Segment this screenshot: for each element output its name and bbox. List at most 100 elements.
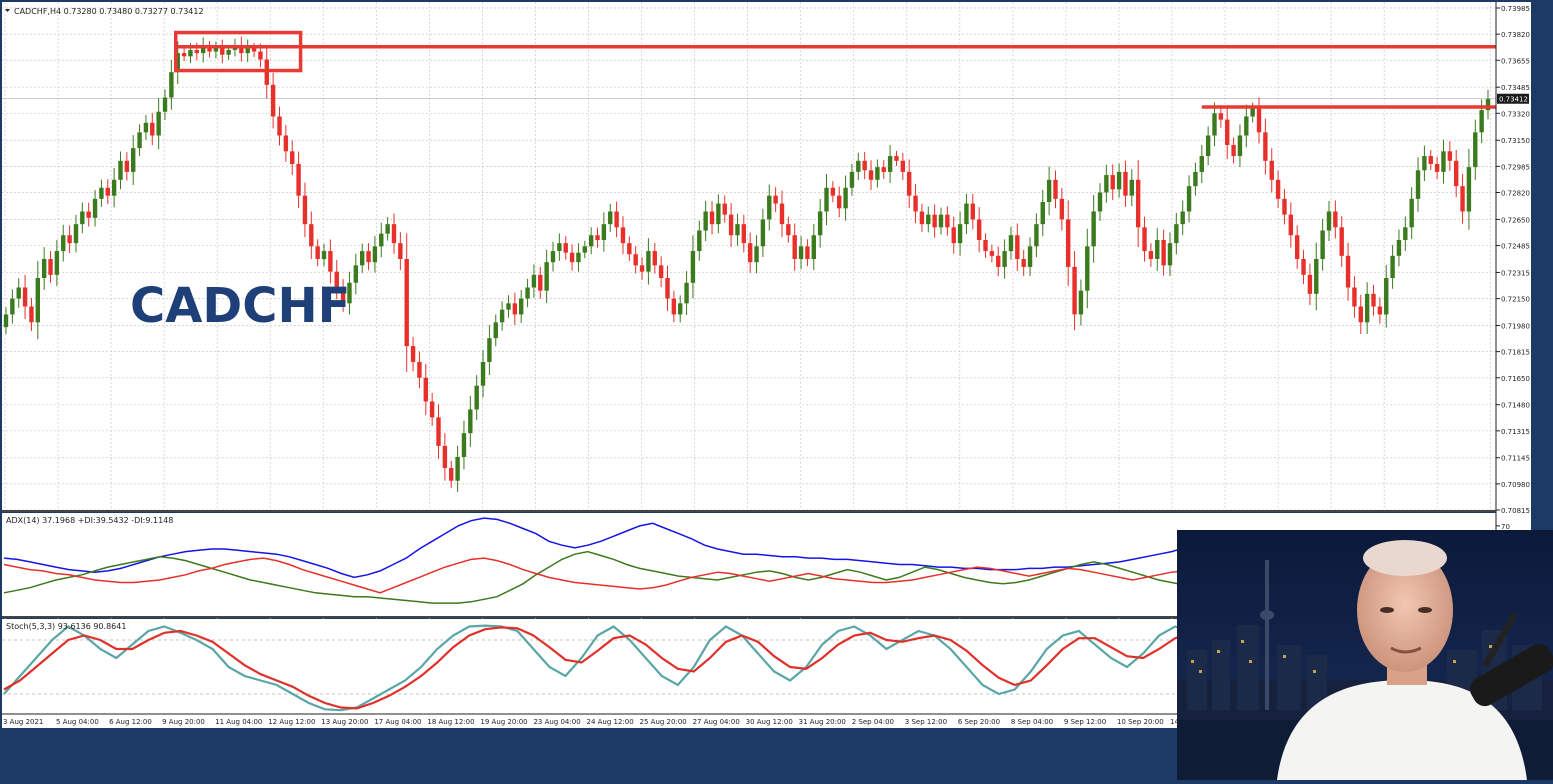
candle-bull <box>964 203 969 225</box>
candle-bull <box>347 282 352 304</box>
candle-bull <box>461 433 467 457</box>
annotations-front <box>173 30 1496 109</box>
candle-bull <box>499 309 505 323</box>
candle-bear <box>1377 306 1383 315</box>
adx-title: ADX(14) 37.1968 +DI:39.5432 -DI:9.1148 <box>6 516 173 525</box>
candle-bull <box>938 214 944 228</box>
candle-bear <box>894 156 899 161</box>
candle-bull <box>1466 167 1472 212</box>
candle-bull <box>73 224 79 244</box>
price-tag: 0.73412 <box>1499 96 1528 104</box>
candle-bear <box>270 84 276 117</box>
candle-bull <box>162 97 168 112</box>
candle-bear <box>436 417 441 446</box>
candle-bear <box>1275 179 1281 199</box>
candle-bull <box>703 211 708 231</box>
candle-bear <box>932 214 937 228</box>
candle-bull <box>760 219 766 247</box>
candle-bull <box>1205 135 1211 157</box>
candle-bear <box>1294 235 1300 259</box>
candle-bear <box>792 235 797 259</box>
symbol-menu-icon[interactable] <box>5 9 10 12</box>
candle-bear <box>315 246 320 259</box>
candle-bear <box>779 203 785 225</box>
candle-bear <box>1282 198 1287 215</box>
candle-bull <box>188 49 193 57</box>
candle-bear <box>830 187 836 196</box>
candle-bear <box>983 239 988 252</box>
candle-bull <box>359 251 365 266</box>
candle-bull <box>1186 186 1192 212</box>
x-tick-label: 2 Sep 04:00 <box>852 718 894 726</box>
candle-bull <box>601 224 607 240</box>
webcam-image <box>1177 530 1553 780</box>
candle-bear <box>290 151 295 164</box>
candle-bear <box>1231 144 1236 157</box>
candle-bull <box>1002 251 1007 267</box>
candle-bear <box>410 346 416 362</box>
candle-bear <box>1345 255 1351 288</box>
time-axis-bg[interactable] <box>2 714 1531 728</box>
candle-bear <box>150 122 155 136</box>
candle-bull <box>111 179 117 196</box>
candle-bear <box>1307 274 1313 294</box>
candle-bear <box>1269 160 1274 180</box>
presenter-icon <box>1277 540 1527 780</box>
candle-bear <box>251 48 257 52</box>
candle-bull <box>531 274 537 288</box>
candle-bear <box>207 46 212 52</box>
candle-bull <box>1314 259 1319 294</box>
y-tick-label: 0.73820 <box>1501 31 1530 39</box>
candle-bull <box>1097 192 1103 212</box>
candle-bear <box>945 214 950 228</box>
candle-bull <box>35 278 41 323</box>
candle-bull <box>506 303 511 310</box>
candle-bull <box>1008 235 1014 252</box>
candle-bull <box>1390 255 1395 279</box>
candle-bull <box>372 246 378 263</box>
x-tick-label: 11 Aug 04:00 <box>215 718 262 726</box>
candle-bull <box>767 195 772 220</box>
candle-bear <box>1339 227 1344 256</box>
y-tick-label: 0.71480 <box>1501 402 1530 410</box>
candle-bear <box>881 167 886 172</box>
candle-bull <box>849 171 855 188</box>
candle-bear <box>1256 108 1262 133</box>
candle-bear <box>1110 175 1115 190</box>
candle-bull <box>200 46 206 54</box>
candle-bull <box>811 235 816 259</box>
candle-bull <box>1409 198 1414 228</box>
candle-bull <box>697 230 702 252</box>
symbol-info: CADCHF,H4 0.73280 0.73480 0.73277 0.7341… <box>14 7 204 16</box>
candle-bull <box>519 298 524 315</box>
candle-bull <box>1473 132 1478 168</box>
candle-bull <box>817 211 823 236</box>
overlay-label: CADCHF <box>130 278 350 334</box>
candle-bear <box>747 243 753 263</box>
candle-bull <box>1364 293 1370 323</box>
x-tick-label: 17 Aug 04:00 <box>374 718 421 726</box>
candle-bull <box>41 259 47 279</box>
candle-bear <box>302 195 308 225</box>
candle-bull <box>213 48 219 52</box>
y-tick-label: 0.73655 <box>1501 57 1530 65</box>
candle-bull <box>1244 116 1249 136</box>
y-tick-label: 0.73985 <box>1501 5 1530 13</box>
candle-bear <box>1428 156 1433 164</box>
candle-bull <box>3 314 9 328</box>
candle-bear <box>652 251 657 266</box>
adx-tick-label: 70 <box>1501 523 1510 531</box>
candle-bull <box>1078 290 1084 315</box>
microphone-icon <box>1469 612 1553 707</box>
candle-bull <box>1212 113 1217 136</box>
candle-bear <box>741 224 747 244</box>
candle-bear <box>48 259 53 275</box>
candle-bull <box>1046 179 1052 202</box>
candle-bear <box>728 214 734 236</box>
candle-bear <box>277 116 282 136</box>
candle-bear <box>449 468 454 481</box>
candle-bull <box>131 148 136 172</box>
x-tick-label: 9 Aug 20:00 <box>162 718 205 726</box>
candle-bear <box>671 298 677 315</box>
candle-bull <box>353 265 359 283</box>
